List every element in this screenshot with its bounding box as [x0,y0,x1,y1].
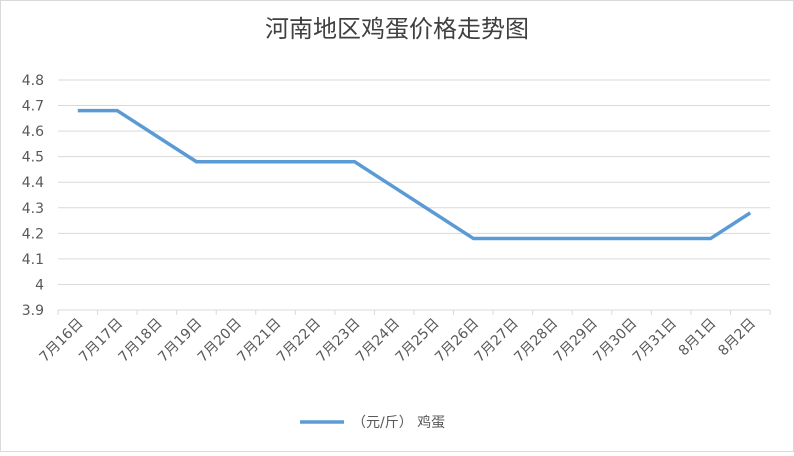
chart-title: 河南地区鸡蛋价格走势图 [265,15,529,43]
y-tick-label: 4.4 [22,175,44,191]
y-tick-label: 4.5 [22,150,44,166]
y-tick-label: 4.3 [22,201,44,217]
legend-label: （元/斤） 鸡蛋 [352,414,445,431]
y-tick-label: 4.1 [22,252,44,268]
y-tick-label: 4.7 [22,99,44,115]
y-tick-label: 4.8 [22,73,44,89]
y-tick-label: 3.9 [22,303,44,319]
line-series [77,108,752,241]
y-tick-label: 4.2 [22,226,44,242]
y-tick-label: 4 [35,277,44,293]
y-tick-label: 4.6 [22,124,44,140]
